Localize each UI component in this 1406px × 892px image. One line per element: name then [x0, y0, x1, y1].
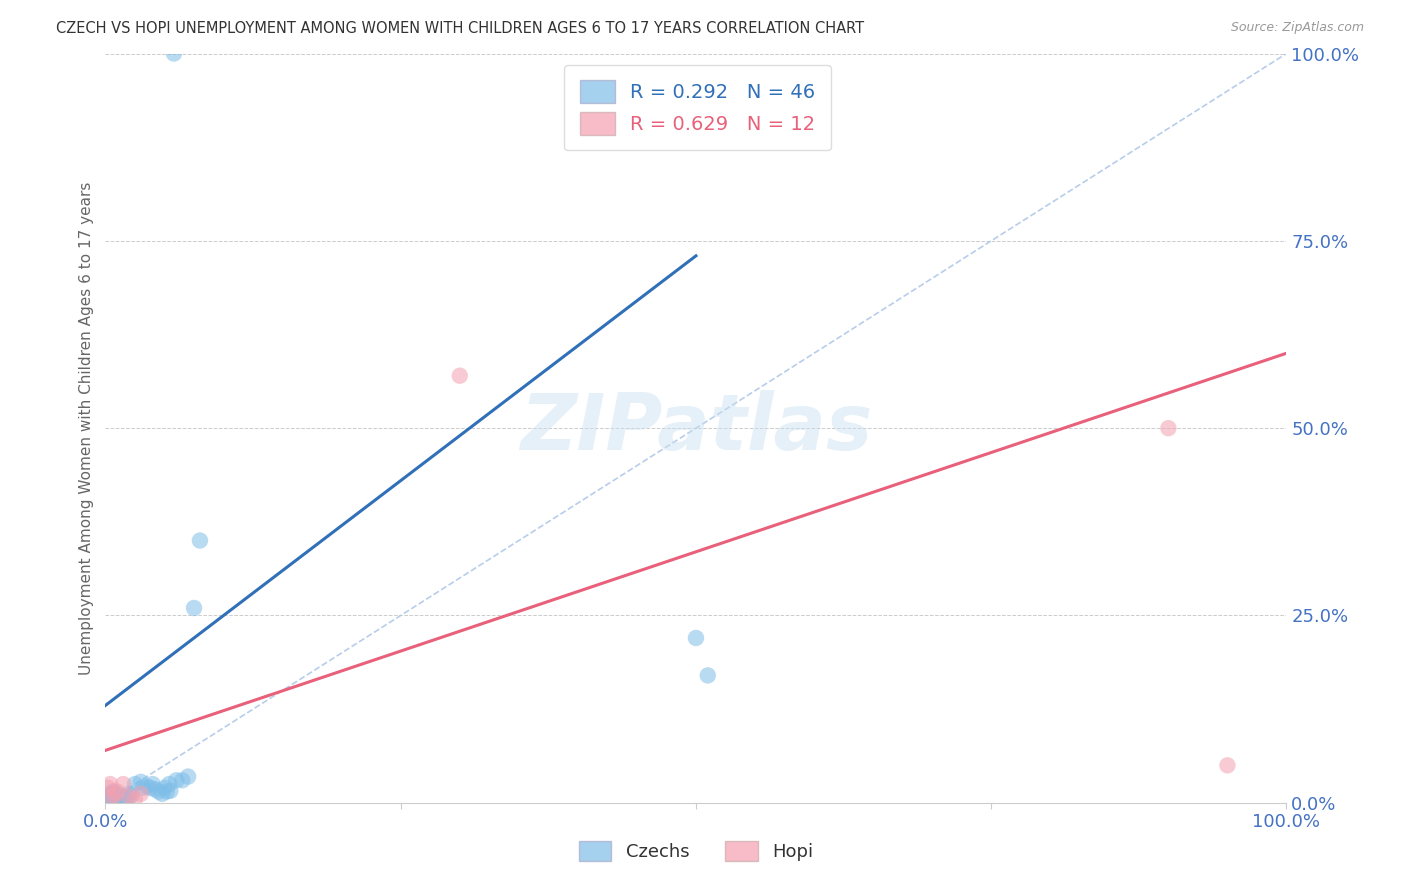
Point: [98, 793, 121, 807]
Point: [172, 773, 194, 788]
Point: [124, 792, 146, 806]
Point: [104, 789, 127, 803]
Point: [150, 787, 173, 801]
Point: [98, 777, 121, 791]
Point: [159, 784, 181, 798]
Point: [685, 631, 707, 645]
Point: [157, 777, 180, 791]
Point: [132, 780, 155, 795]
Point: [98, 789, 121, 804]
Point: [112, 792, 135, 806]
Point: [103, 784, 125, 798]
Point: [183, 601, 205, 615]
Point: [100, 789, 122, 804]
Point: [153, 780, 176, 795]
Point: [120, 789, 142, 803]
Point: [188, 533, 211, 548]
Point: [104, 792, 127, 806]
Point: [103, 793, 125, 807]
Point: [135, 780, 157, 794]
Point: [104, 789, 127, 803]
Point: [1157, 421, 1180, 435]
Point: [105, 790, 128, 805]
Point: [163, 46, 186, 61]
Point: [142, 777, 165, 791]
Y-axis label: Unemployment Among Women with Children Ages 6 to 17 years: Unemployment Among Women with Children A…: [79, 181, 94, 675]
Point: [112, 789, 135, 804]
Point: [129, 787, 152, 801]
Point: [177, 770, 200, 784]
Point: [97, 780, 120, 795]
Point: [129, 774, 152, 789]
Point: [696, 668, 718, 682]
Point: [101, 793, 124, 807]
Point: [97, 792, 120, 806]
Point: [105, 784, 128, 798]
Point: [100, 790, 122, 805]
Point: [156, 784, 179, 798]
Point: [118, 789, 141, 804]
Point: [165, 773, 187, 788]
Point: [98, 792, 121, 806]
Point: [124, 777, 146, 791]
Point: [449, 368, 471, 383]
Point: [98, 789, 121, 803]
Point: [1216, 758, 1239, 772]
Point: [148, 784, 170, 798]
Point: [139, 780, 162, 795]
Point: [118, 787, 141, 801]
Point: [107, 792, 129, 806]
Text: Source: ZipAtlas.com: Source: ZipAtlas.com: [1230, 21, 1364, 35]
Point: [111, 793, 134, 807]
Point: [112, 777, 135, 791]
Point: [100, 786, 122, 800]
Text: ZIPatlas: ZIPatlas: [520, 390, 872, 467]
Text: CZECH VS HOPI UNEMPLOYMENT AMONG WOMEN WITH CHILDREN AGES 6 TO 17 YEARS CORRELAT: CZECH VS HOPI UNEMPLOYMENT AMONG WOMEN W…: [56, 21, 865, 37]
Point: [110, 791, 132, 805]
Point: [115, 790, 138, 805]
Point: [105, 787, 128, 801]
Point: [108, 793, 131, 807]
Point: [100, 794, 122, 808]
Point: [105, 793, 128, 807]
Point: [143, 782, 166, 797]
Legend: Czechs, Hopi: Czechs, Hopi: [571, 833, 821, 869]
